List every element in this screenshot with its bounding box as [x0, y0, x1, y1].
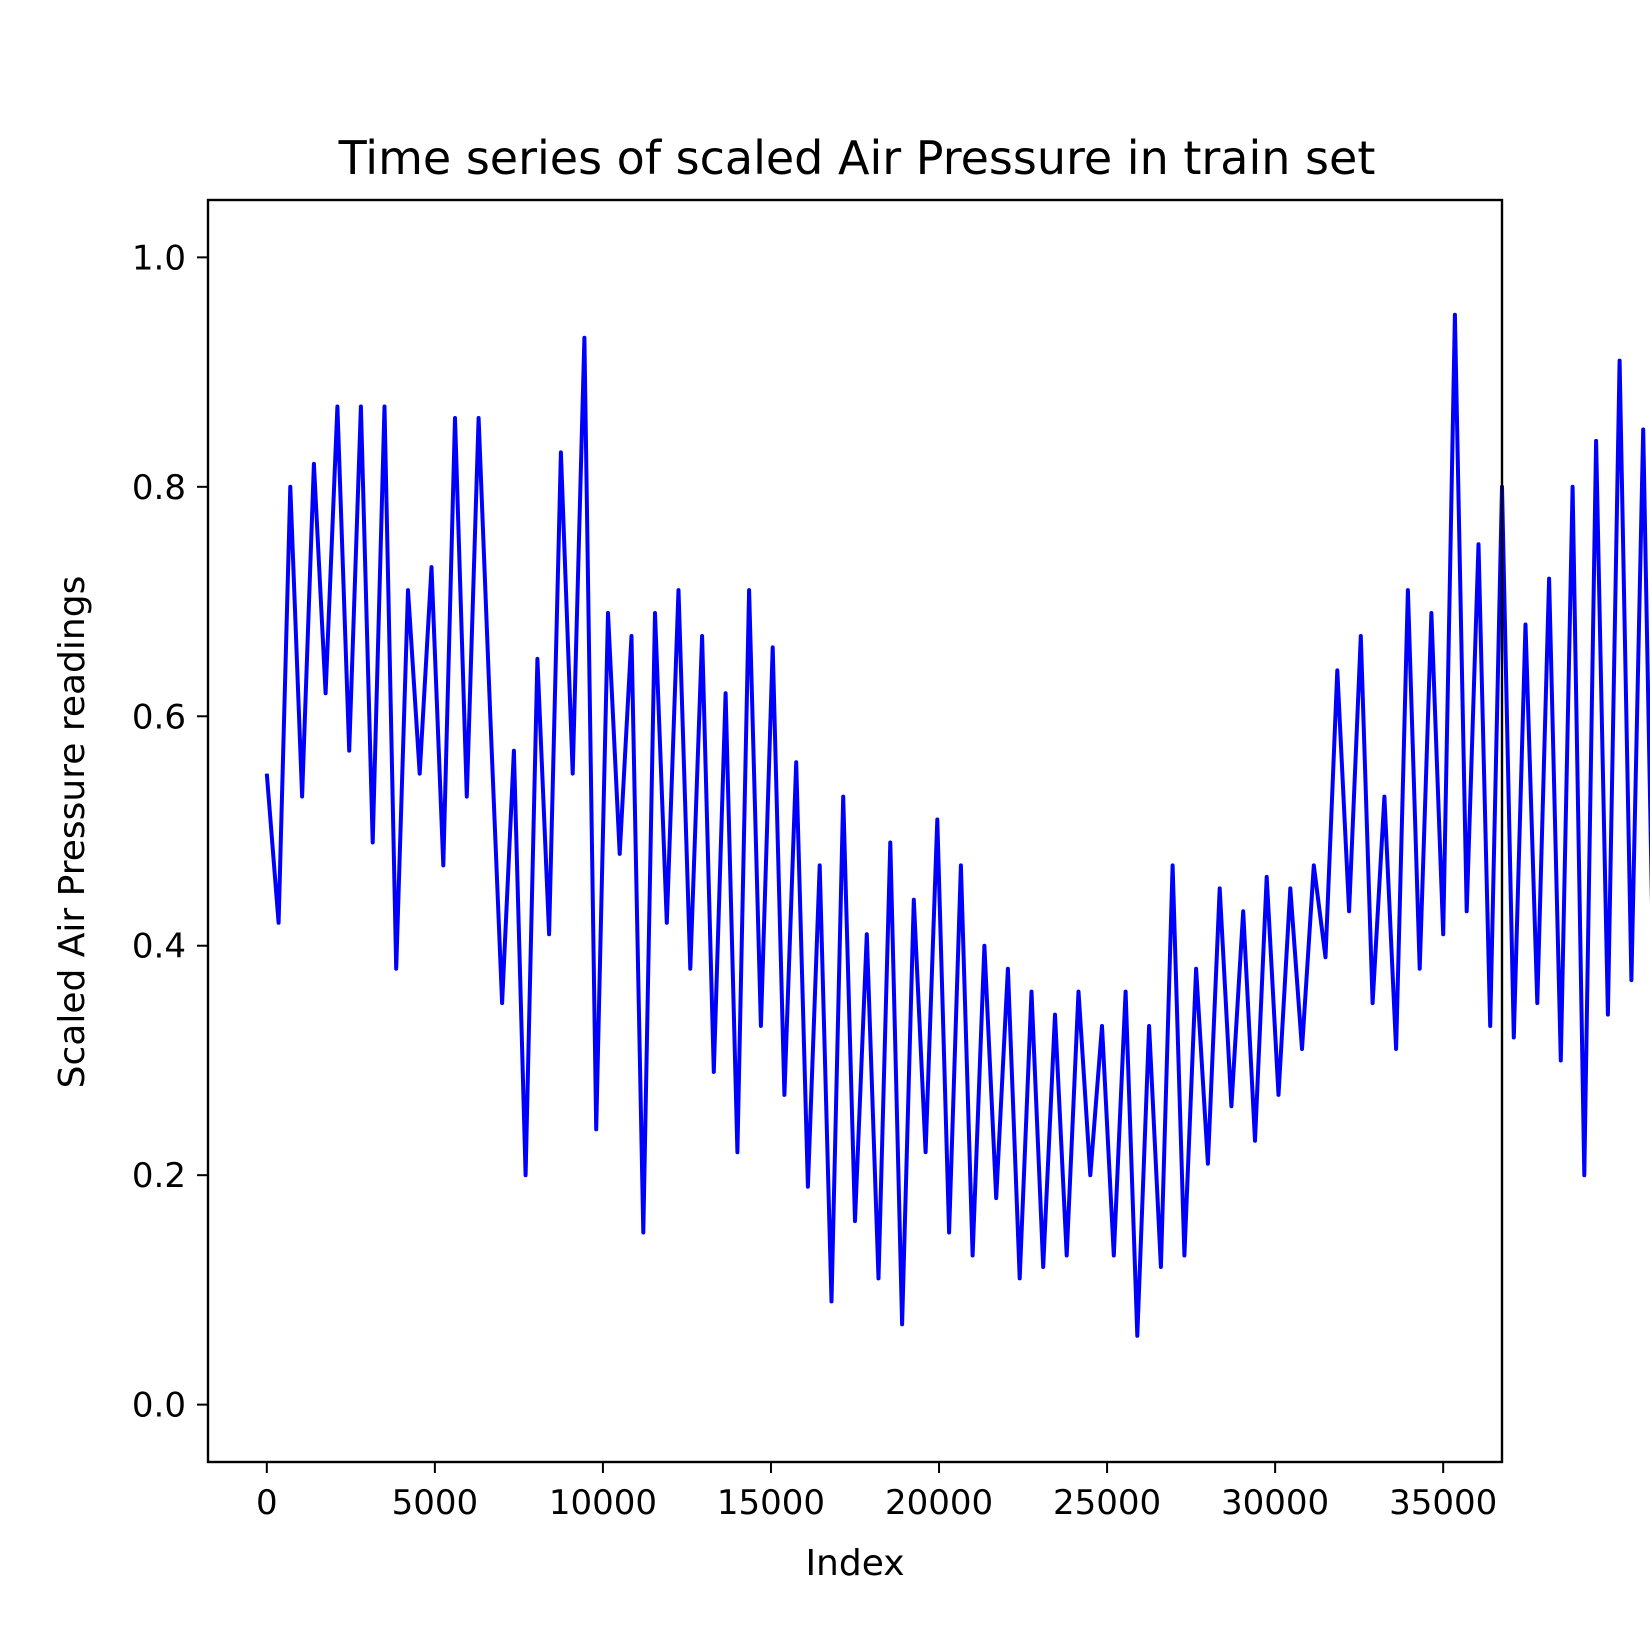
series-line-0	[264, 312, 1650, 1338]
y-tick-label: 0.2	[132, 1156, 186, 1196]
y-tick-label: 0.4	[132, 927, 186, 967]
y-axis-label: Scaled Air Pressure readings	[52, 576, 93, 1089]
x-tick-label: 25000	[1053, 1483, 1161, 1523]
x-tick-label: 35000	[1389, 1483, 1497, 1523]
x-tick-label: 5000	[392, 1483, 479, 1523]
y-axis: 0.0 0.2 0.4 0.6 0.8 1.0	[132, 238, 208, 1426]
x-axis: 0 5000 10000 15000 20000 25000 30000 35000	[256, 1462, 1497, 1523]
y-tick-label: 1.0	[132, 238, 186, 278]
x-tick-label: 15000	[717, 1483, 825, 1523]
x-tick-label: 30000	[1221, 1483, 1329, 1523]
y-tick-label: 0.8	[132, 468, 186, 508]
x-tick-label: 20000	[885, 1483, 993, 1523]
chart-title: Time series of scaled Air Pressure in tr…	[338, 131, 1376, 185]
y-tick-label: 0.6	[132, 697, 186, 737]
x-tick-label: 0	[256, 1483, 278, 1523]
x-tick-label: 10000	[549, 1483, 657, 1523]
y-tick-label: 0.0	[132, 1386, 186, 1426]
plot-area	[264, 312, 1650, 1338]
x-axis-label: Index	[805, 1543, 904, 1584]
plot-frame	[206, 198, 1504, 1464]
